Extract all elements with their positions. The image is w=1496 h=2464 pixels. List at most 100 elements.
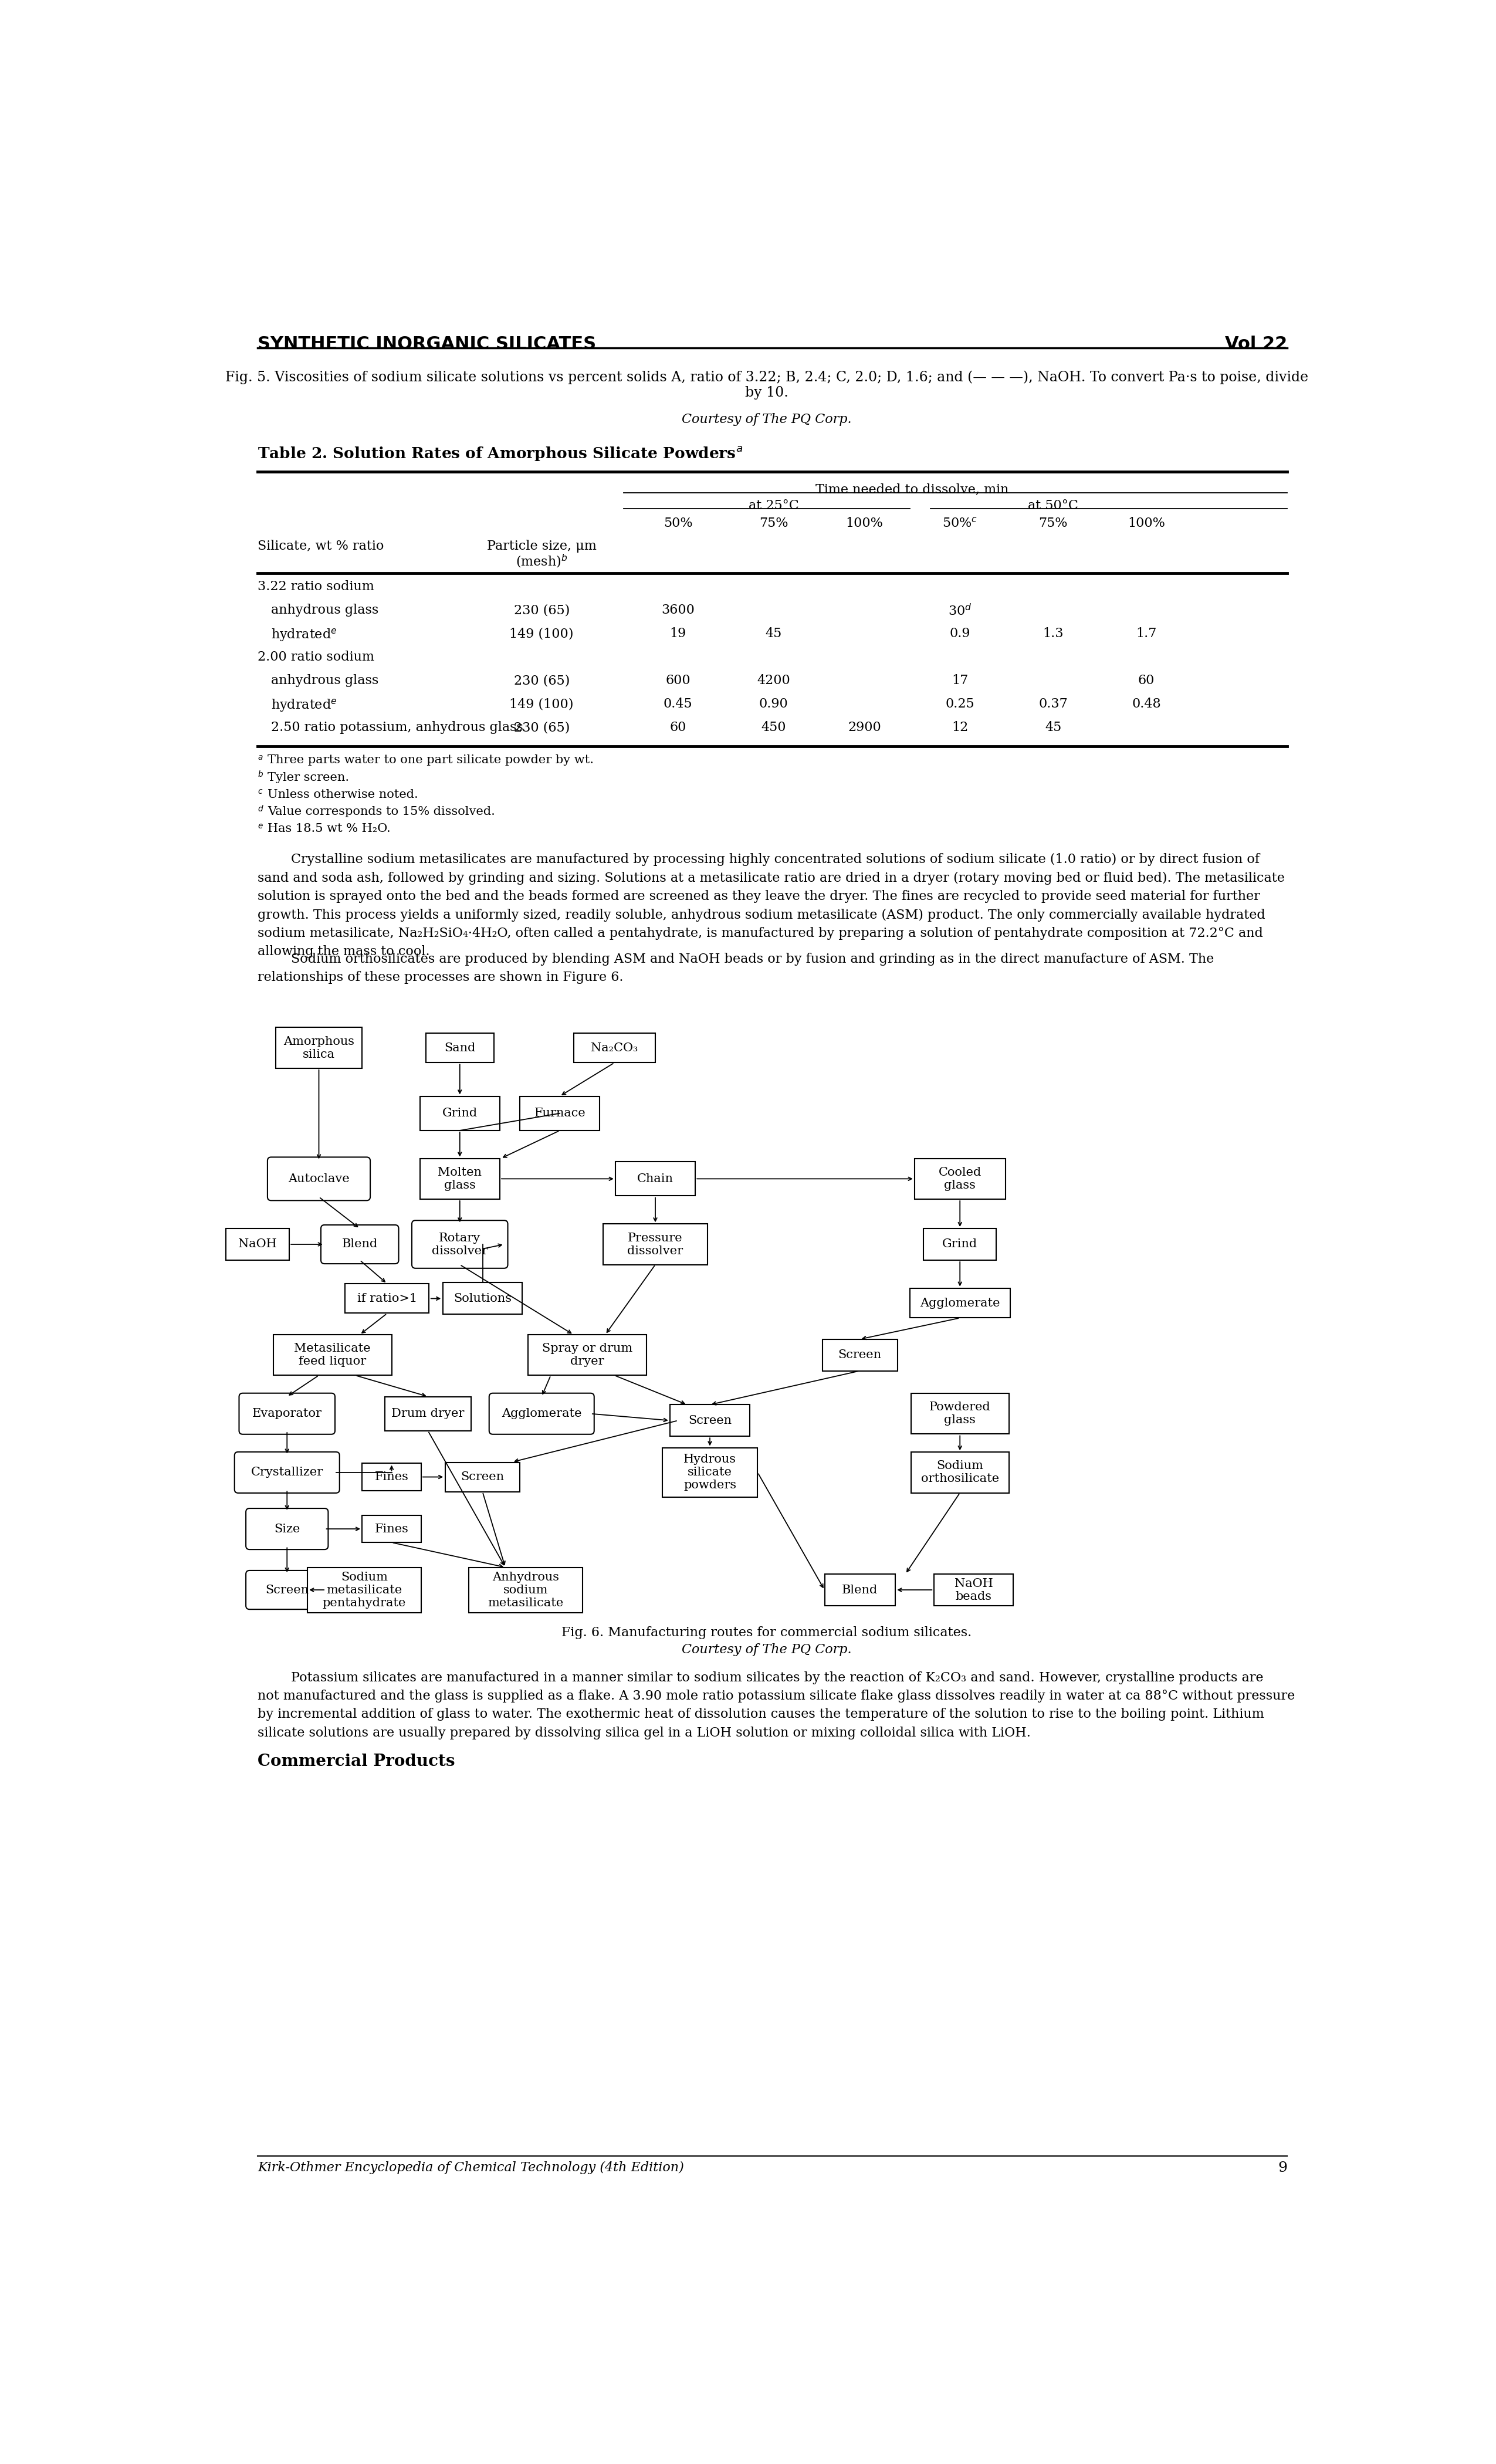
Text: 75%: 75% bbox=[758, 517, 788, 530]
Text: 0.48: 0.48 bbox=[1132, 697, 1161, 710]
Text: if ratio>1: if ratio>1 bbox=[358, 1294, 417, 1303]
Text: Amorphous
silica: Amorphous silica bbox=[283, 1035, 355, 1060]
Text: 0.45: 0.45 bbox=[664, 697, 693, 710]
Text: Kirk-Othmer Encyclopedia of Chemical Technology (4th Edition): Kirk-Othmer Encyclopedia of Chemical Tec… bbox=[257, 2161, 684, 2173]
Text: Blend: Blend bbox=[341, 1239, 377, 1249]
Text: Agglomerate: Agglomerate bbox=[501, 1407, 582, 1419]
Bar bbox=[275, 1027, 362, 1069]
FancyBboxPatch shape bbox=[245, 1508, 328, 1550]
Bar bbox=[573, 1032, 655, 1062]
Text: 2900: 2900 bbox=[848, 722, 881, 734]
Text: Screen: Screen bbox=[838, 1350, 881, 1360]
Text: anhydrous glass: anhydrous glass bbox=[271, 604, 378, 616]
Text: Three parts water to one part silicate powder by wt.: Three parts water to one part silicate p… bbox=[268, 754, 594, 766]
Text: Has 18.5 wt % H₂O.: Has 18.5 wt % H₂O. bbox=[268, 823, 390, 835]
Text: 3600: 3600 bbox=[661, 604, 694, 616]
Text: (mesh)$^{b}$: (mesh)$^{b}$ bbox=[516, 554, 567, 569]
Text: at 25°C: at 25°C bbox=[748, 498, 799, 513]
Text: by 10.: by 10. bbox=[745, 387, 788, 399]
Text: Drum dryer: Drum dryer bbox=[392, 1407, 464, 1419]
Bar bbox=[420, 1096, 500, 1131]
Text: 149 (100): 149 (100) bbox=[510, 697, 574, 710]
Text: 1.7: 1.7 bbox=[1135, 628, 1156, 641]
Text: Sodium orthosilicates are produced by blending ASM and NaOH beads or by fusion a: Sodium orthosilicates are produced by bl… bbox=[257, 954, 1213, 983]
Text: Screen: Screen bbox=[265, 1584, 308, 1597]
Bar bbox=[663, 1449, 757, 1498]
Text: Fines: Fines bbox=[374, 1523, 408, 1535]
FancyBboxPatch shape bbox=[268, 1158, 370, 1200]
Text: Solutions: Solutions bbox=[453, 1294, 512, 1303]
Text: Size: Size bbox=[274, 1523, 301, 1535]
FancyBboxPatch shape bbox=[489, 1392, 594, 1434]
Text: Evaporator: Evaporator bbox=[253, 1407, 322, 1419]
Bar bbox=[308, 1567, 422, 1611]
Text: 450: 450 bbox=[761, 722, 785, 734]
Text: 45: 45 bbox=[766, 628, 782, 641]
Text: Courtesy of The PQ Corp.: Courtesy of The PQ Corp. bbox=[682, 414, 851, 426]
Text: Value corresponds to 15% dissolved.: Value corresponds to 15% dissolved. bbox=[268, 806, 495, 818]
FancyBboxPatch shape bbox=[245, 1570, 328, 1609]
Text: Hydrous
silicate
powders: Hydrous silicate powders bbox=[684, 1454, 736, 1491]
Bar bbox=[824, 1574, 895, 1607]
Text: 19: 19 bbox=[670, 628, 687, 641]
Text: 17: 17 bbox=[951, 675, 968, 687]
Bar bbox=[914, 1158, 1005, 1200]
Text: Pressure
dissolver: Pressure dissolver bbox=[627, 1232, 684, 1257]
FancyBboxPatch shape bbox=[411, 1220, 507, 1269]
Text: 4200: 4200 bbox=[757, 675, 790, 687]
Text: 60: 60 bbox=[1138, 675, 1155, 687]
Text: $^{c}$: $^{c}$ bbox=[257, 788, 263, 798]
Bar bbox=[910, 1289, 1010, 1318]
Text: 9: 9 bbox=[1278, 2161, 1287, 2176]
Text: Grind: Grind bbox=[942, 1239, 977, 1249]
Text: 100%: 100% bbox=[1128, 517, 1165, 530]
Text: 3.22 ratio sodium: 3.22 ratio sodium bbox=[257, 579, 374, 594]
Text: Screen: Screen bbox=[461, 1471, 504, 1483]
Text: Fines: Fines bbox=[374, 1471, 408, 1483]
Text: Metasilicate
feed liquor: Metasilicate feed liquor bbox=[295, 1343, 371, 1368]
Text: SYNTHETIC INORGANIC SILICATES: SYNTHETIC INORGANIC SILICATES bbox=[257, 335, 595, 352]
Bar bbox=[384, 1397, 471, 1432]
Text: Na₂CO₃: Na₂CO₃ bbox=[591, 1042, 637, 1055]
Text: Sodium
metasilicate
pentahydrate: Sodium metasilicate pentahydrate bbox=[323, 1572, 405, 1609]
Text: Spray or drum
dryer: Spray or drum dryer bbox=[542, 1343, 633, 1368]
Text: 50%$^{c}$: 50%$^{c}$ bbox=[942, 517, 977, 530]
Text: 149 (100): 149 (100) bbox=[510, 628, 574, 641]
Bar bbox=[615, 1163, 696, 1195]
FancyBboxPatch shape bbox=[322, 1225, 398, 1264]
Bar bbox=[274, 1335, 392, 1375]
Bar bbox=[911, 1395, 1008, 1434]
Text: Particle size, μm: Particle size, μm bbox=[486, 540, 597, 552]
FancyBboxPatch shape bbox=[235, 1451, 340, 1493]
Bar bbox=[362, 1515, 422, 1542]
Text: NaOH: NaOH bbox=[238, 1239, 277, 1249]
Text: Molten
glass: Molten glass bbox=[438, 1168, 482, 1190]
Text: Agglomerate: Agglomerate bbox=[920, 1299, 999, 1308]
Text: 45: 45 bbox=[1044, 722, 1062, 734]
Text: 100%: 100% bbox=[845, 517, 883, 530]
Bar bbox=[362, 1464, 422, 1491]
Text: Crystallizer: Crystallizer bbox=[251, 1466, 323, 1478]
FancyBboxPatch shape bbox=[239, 1392, 335, 1434]
Text: $^{b}$: $^{b}$ bbox=[257, 771, 263, 784]
Text: Anhydrous
sodium
metasilicate: Anhydrous sodium metasilicate bbox=[488, 1572, 564, 1609]
Text: Tyler screen.: Tyler screen. bbox=[268, 771, 349, 784]
Text: 60: 60 bbox=[670, 722, 687, 734]
Text: 600: 600 bbox=[666, 675, 691, 687]
Text: Powdered
glass: Powdered glass bbox=[929, 1402, 990, 1427]
Text: 0.37: 0.37 bbox=[1038, 697, 1068, 710]
Bar bbox=[468, 1567, 582, 1611]
Text: Fig. 6. Manufacturing routes for commercial sodium silicates.: Fig. 6. Manufacturing routes for commerc… bbox=[561, 1626, 972, 1639]
Bar bbox=[823, 1340, 898, 1370]
Text: Grind: Grind bbox=[443, 1109, 477, 1119]
Text: Crystalline sodium metasilicates are manufactured by processing highly concentra: Crystalline sodium metasilicates are man… bbox=[257, 853, 1285, 958]
Text: Chain: Chain bbox=[637, 1173, 673, 1185]
Text: 30$^{d}$: 30$^{d}$ bbox=[948, 604, 972, 618]
Bar bbox=[420, 1158, 500, 1200]
Text: $^{d}$: $^{d}$ bbox=[257, 806, 263, 816]
Bar bbox=[346, 1284, 429, 1313]
Text: NaOH
beads: NaOH beads bbox=[954, 1577, 993, 1602]
Text: Autoclave: Autoclave bbox=[289, 1173, 350, 1185]
Text: Unless otherwise noted.: Unless otherwise noted. bbox=[268, 788, 417, 801]
Text: Time needed to dissolve, min: Time needed to dissolve, min bbox=[815, 483, 1008, 495]
